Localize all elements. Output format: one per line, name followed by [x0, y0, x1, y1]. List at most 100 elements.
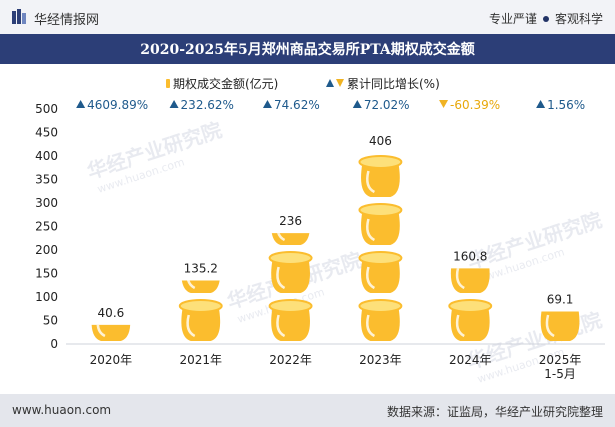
up-arrow-icon: [76, 100, 86, 108]
pot-icon: [540, 311, 580, 341]
data-label: 406: [369, 134, 392, 148]
tagline-left: 专业严谨: [488, 12, 537, 26]
pot-shine: [455, 314, 465, 338]
growth-value: 1.56%: [547, 98, 585, 112]
pot-body: [181, 280, 220, 293]
legend-up-arrow-icon: [326, 79, 334, 87]
pot-shine: [366, 266, 376, 290]
growth-label: 72.02%: [352, 98, 410, 112]
brand-name: 华经情报网: [34, 13, 100, 28]
pot-icon: [268, 299, 313, 341]
logo-icon: [12, 9, 26, 24]
pot-icon: [358, 299, 403, 341]
pot-rim: [448, 299, 493, 313]
footer-website: www.huaon.com: [12, 403, 112, 417]
up-arrow-icon: [169, 100, 179, 108]
data-label: 236: [279, 214, 302, 228]
down-arrow-icon: [439, 100, 449, 108]
pot-shine: [276, 266, 286, 290]
growth-label: 1.56%: [536, 98, 585, 112]
title-bar: 2020-2025年5月郑州商品交易所PTA期权成交金额: [0, 34, 615, 64]
y-axis: 0 50 100 150 200 250 300 350 400 450 500: [35, 102, 58, 351]
y-tick-label: 300: [35, 196, 58, 210]
pot-icon: [358, 155, 403, 197]
x-tick-label: 2022年: [269, 353, 312, 367]
bar: 160.8 2024年 -60.39%: [439, 98, 500, 367]
y-tick-label: 50: [43, 314, 58, 328]
y-tick-label: 500: [35, 102, 58, 116]
y-tick-label: 400: [35, 149, 58, 163]
pot-icon: [358, 203, 403, 245]
pot-shine: [187, 280, 196, 290]
pot-icon: [91, 324, 131, 341]
growth-label: 4609.89%: [76, 98, 148, 112]
data-label: 40.6: [98, 306, 125, 320]
pot-icon: [271, 233, 310, 245]
tagline: 专业严谨 客观科学: [489, 10, 603, 27]
pot-icon: [178, 299, 223, 341]
pot-shine: [545, 314, 555, 338]
top-bar: 华经情报网 专业严谨 客观科学: [0, 0, 615, 34]
y-tick-label: 100: [35, 290, 58, 304]
pot-rim: [268, 299, 313, 313]
y-tick-label: 350: [35, 173, 58, 187]
bar: 236 2022年 74.62%: [262, 98, 320, 367]
pot-icon: [358, 251, 403, 293]
x-tick-label: 2020年: [90, 353, 133, 367]
y-tick-label: 0: [50, 337, 58, 351]
growth-value: 232.62%: [181, 98, 234, 112]
growth-value: 4609.89%: [87, 98, 148, 112]
growth-label: 232.62%: [169, 98, 234, 112]
legend-pot-swatch: [166, 79, 170, 88]
pot-shine: [277, 233, 286, 242]
x-tick-label: 2024年: [449, 353, 492, 367]
x-tick-label: 2025年: [539, 353, 582, 367]
data-label: 160.8: [453, 249, 487, 263]
up-arrow-icon: [536, 100, 546, 108]
up-arrow-icon: [352, 100, 362, 108]
pot-shine: [455, 268, 465, 290]
up-arrow-icon: [262, 100, 272, 108]
pot-rim: [358, 251, 403, 265]
legend-amount-label: 期权成交金额(亿元): [173, 76, 278, 91]
growth-value: 74.62%: [274, 98, 320, 112]
chart-title: 2020-2025年5月郑州商品交易所PTA期权成交金额: [140, 42, 475, 58]
pot-shine: [96, 324, 106, 338]
growth-label: -60.39%: [439, 98, 500, 112]
data-label: 69.1: [547, 293, 574, 307]
x-tick-label: 1-5月: [544, 367, 576, 381]
y-tick-label: 150: [35, 267, 58, 281]
y-tick-label: 450: [35, 126, 58, 140]
pot-rim: [546, 311, 575, 313]
growth-label: 74.62%: [262, 98, 320, 112]
bullet-icon: [542, 16, 549, 22]
pot-icon: [181, 280, 220, 293]
pot-rim: [358, 299, 403, 313]
footer-source: 数据来源：证监局，华经产业研究院整理: [386, 405, 603, 419]
bar: 406 2023年 72.02%: [352, 98, 410, 367]
pot-icon: [448, 299, 493, 341]
data-label: 135.2: [184, 261, 218, 275]
y-tick-label: 200: [35, 243, 58, 257]
pot-icon: [268, 251, 313, 293]
growth-value: 72.02%: [364, 98, 410, 112]
pot-rim: [268, 251, 313, 265]
tagline-right: 客观科学: [554, 12, 603, 26]
pot-body: [91, 324, 131, 341]
x-tick-label: 2021年: [179, 353, 222, 367]
watermark-group: 华经产业研究院www.huaon.com华经产业研究院www.huaon.com…: [84, 118, 605, 386]
pot-icon: [450, 268, 490, 293]
y-tick-label: 250: [35, 220, 58, 234]
pot-shine: [366, 314, 376, 338]
legend-down-arrow-icon: [336, 79, 344, 87]
growth-value: -60.39%: [450, 98, 500, 112]
bar: 40.6 2020年 4609.89%: [76, 98, 148, 367]
chart-area: 华经产业研究院 www.huaon.com 华经产业研究院 www.huaon.com…: [0, 64, 615, 394]
chart-svg: 华经产业研究院www.huaon.com华经产业研究院www.huaon.com…: [35, 76, 605, 386]
pot-shine: [366, 218, 376, 242]
pot-rim: [178, 299, 223, 313]
pot-rim: [358, 203, 403, 217]
